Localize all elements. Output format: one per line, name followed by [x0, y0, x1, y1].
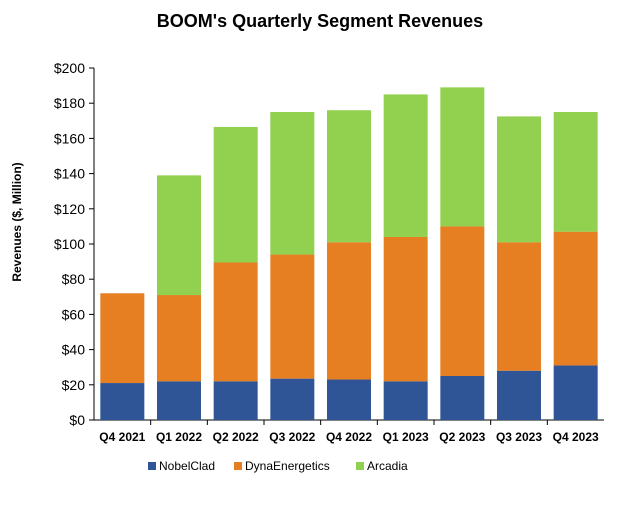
legend-label-arcadia: Arcadia [367, 459, 408, 473]
bar-arcadia-q4-2022 [327, 110, 371, 243]
x-tick-label: Q4 2021 [99, 430, 145, 444]
y-tick-label: $0 [69, 412, 85, 428]
bar-nobelclad-q4-2023 [553, 365, 598, 420]
bar-nobelclad-q2-2023 [440, 376, 485, 420]
x-tick-label: Q1 2022 [156, 430, 202, 444]
legend: NobelClad DynaEnergetics Arcadia [148, 459, 408, 473]
x-tick-label: Q2 2022 [213, 430, 259, 444]
bar-nobelclad-q3-2022 [270, 378, 315, 420]
legend-swatch-dynaenergetics [234, 462, 242, 470]
x-tick-label: Q3 2023 [496, 430, 542, 444]
bar-arcadia-q3-2022 [270, 112, 315, 255]
x-tick-label: Q4 2023 [553, 430, 599, 444]
bar-dynaenergetics-q3-2022 [270, 254, 315, 379]
y-tick-label: $120 [54, 201, 85, 217]
y-tick-label: $100 [54, 236, 85, 252]
bar-nobelclad-q2-2022 [213, 381, 258, 420]
y-tick-label: $200 [54, 60, 85, 76]
y-tick-label: $160 [54, 130, 85, 146]
y-tick-label: $140 [54, 166, 85, 182]
bar-nobelclad-q4-2021 [100, 383, 145, 420]
y-tick-label: $60 [62, 306, 86, 322]
bar-dynaenergetics-q1-2023 [383, 236, 428, 382]
x-tick-label: Q1 2023 [383, 430, 429, 444]
legend-label-nobelclad: NobelClad [159, 459, 215, 473]
y-tick-label: $180 [54, 95, 85, 111]
plot-area: $0 $20 $40 $60 $80 $100 $120 $140 $160 $180 $200 Q4… [54, 60, 604, 444]
bar-dynaenergetics-q2-2023 [440, 226, 485, 376]
bar-arcadia-q4-2023 [553, 112, 598, 232]
bar-dynaenergetics-q4-2021 [100, 293, 145, 384]
bar-dynaenergetics-q4-2023 [553, 231, 598, 366]
y-tick-label: $80 [62, 271, 86, 287]
y-tick-label: $20 [62, 377, 86, 393]
bar-arcadia-q1-2023 [383, 94, 428, 237]
bar-dynaenergetics-q4-2022 [327, 242, 371, 380]
legend-swatch-arcadia [356, 462, 364, 470]
x-tick-label: Q2 2023 [439, 430, 485, 444]
bar-arcadia-q2-2023 [440, 87, 485, 227]
bar-dynaenergetics-q1-2022 [157, 295, 201, 382]
bar-nobelclad-q3-2023 [497, 370, 541, 420]
chart-title: BOOM's Quarterly Segment Revenues [157, 11, 483, 31]
bar-arcadia-q2-2022 [213, 126, 258, 263]
y-tick-label: $40 [62, 342, 86, 358]
bar-arcadia-q3-2023 [497, 116, 541, 243]
legend-swatch-nobelclad [148, 462, 156, 470]
bar-nobelclad-q1-2023 [383, 381, 428, 420]
y-axis-label: Revenues ($, Million) [10, 162, 24, 281]
bar-nobelclad-q4-2022 [327, 379, 371, 420]
x-tick-label: Q3 2022 [269, 430, 315, 444]
bar-arcadia-q1-2022 [157, 175, 201, 296]
bar-dynaenergetics-q3-2023 [497, 242, 541, 371]
legend-label-dynaenergetics: DynaEnergetics [245, 459, 330, 473]
x-tick-label: Q4 2022 [326, 430, 372, 444]
bar-nobelclad-q1-2022 [157, 381, 201, 420]
bar-dynaenergetics-q2-2022 [213, 262, 258, 382]
